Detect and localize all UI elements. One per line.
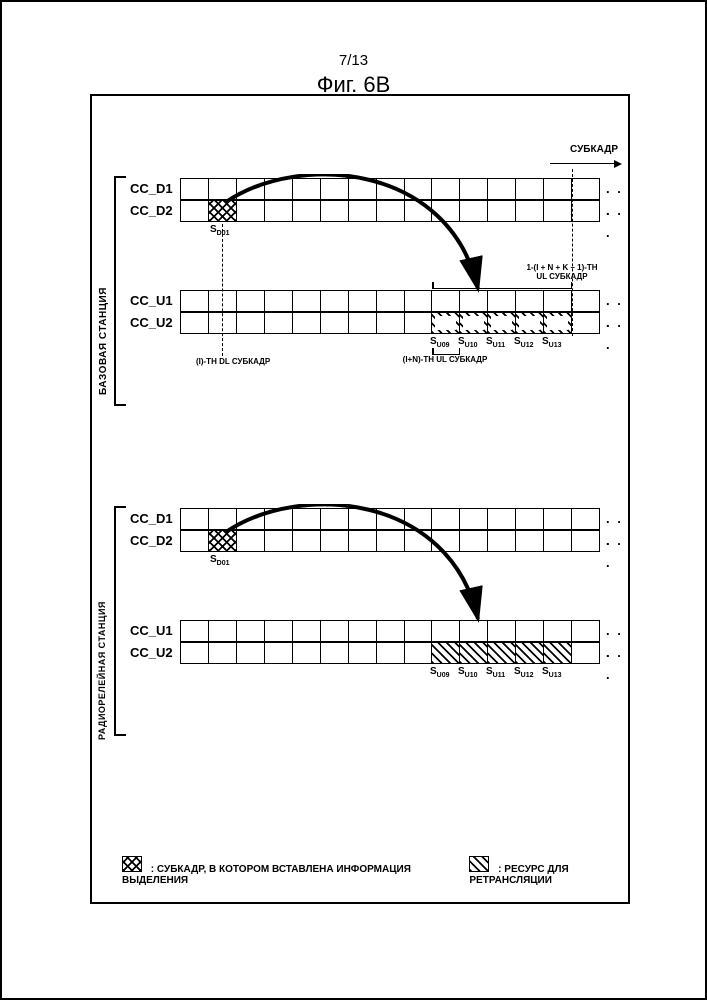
legend-item-cross: : СУБКАДР, В КОТОРОМ ВСТАВЛЕНА ИНФОРМАЦИ… [122,856,429,886]
subframe-cell [516,313,544,333]
cc-label: CC_U1 [130,290,173,312]
crosshatch-icon [122,856,142,872]
ellipsis: . . . [606,312,628,356]
subframe-cell [209,643,237,663]
page-number: 7/13 [339,52,368,69]
subframe-cell [544,643,572,663]
ellipsis: . . . [606,200,628,244]
arrow-relay [180,504,600,644]
subframe-label: SU13 [542,666,562,679]
cc-label: CC_D1 [130,508,173,530]
cc-label: CC_U2 [130,642,173,664]
ellipsis: . . . [606,642,628,686]
subframe-label: SU09 [430,666,450,679]
subframe-cell [265,643,293,663]
annotation-text: (I+N)-TH UL СУБКАДР [400,356,490,365]
subframe-cell [572,313,599,333]
subframe-cell [321,313,349,333]
page: 7/13 Фиг. 6B СУБКАДР БАЗОВАЯ СТАНЦИЯ РАД… [0,0,707,1000]
subframe-cell [460,313,488,333]
subframe-cell [321,643,349,663]
legend-item-diag: : РЕСУРС ДЛЯ РЕТРАНСЛЯЦИИ [469,856,628,886]
subframe-label: SU10 [458,336,478,349]
cc-row [180,642,600,664]
subframe-cell [181,313,209,333]
subframe-cell [377,313,405,333]
subframe-label: SU12 [514,666,534,679]
annotation-text: (I)-TH DL СУБКАДР [186,358,281,367]
subframe-cell [516,643,544,663]
brace-base [114,176,126,406]
legend-cross-text: : СУБКАДР, В КОТОРОМ ВСТАВЛЕНА ИНФОРМАЦИ… [122,864,411,886]
subframe-cell [405,643,433,663]
cc-row [180,312,600,334]
subframe-cell [432,643,460,663]
bracket [432,350,460,355]
subframe-cell [181,643,209,663]
subframe-cell [237,643,265,663]
subframe-label: SU13 [542,336,562,349]
subframe-cell [544,313,572,333]
cc-label: CC_D2 [130,200,173,222]
subframe-axis-arrow [550,163,620,164]
subframe-label: SU12 [514,336,534,349]
subframe-label: SU11 [486,336,505,349]
subframe-cell [405,313,433,333]
subframe-cell [293,313,321,333]
subframe-cell [488,643,516,663]
cc-label: CC_U1 [130,620,173,642]
subframe-axis-label: СУБКАДР [570,144,618,155]
cc-label: CC_D2 [130,530,173,552]
subframe-cell [265,313,293,333]
subframe-cell [460,643,488,663]
brace-relay [114,506,126,736]
subframe-label: SU11 [486,666,505,679]
legend: : СУБКАДР, В КОТОРОМ ВСТАВЛЕНА ИНФОРМАЦИ… [122,856,628,886]
base-station-vlabel: БАЗОВАЯ СТАНЦИЯ [98,246,109,436]
subframe-cell [237,313,265,333]
ellipsis: . . . [606,530,628,574]
arrow-base [180,174,600,314]
cc-label: CC_U2 [130,312,173,334]
subframe-label: SU10 [458,666,478,679]
figure-container: СУБКАДР БАЗОВАЯ СТАНЦИЯ РАДИОРЕЛЕЙНАЯ СТ… [90,94,630,904]
diag-icon [469,856,489,872]
subframe-cell [488,313,516,333]
subframe-cell [349,643,377,663]
subframe-cell [572,643,599,663]
cc-label: CC_D1 [130,178,173,200]
subframe-cell [377,643,405,663]
relay-station-vlabel: РАДИОРЕЛЕЙНАЯ СТАНЦИЯ [98,576,107,766]
subframe-cell [432,313,460,333]
subframe-cell [293,643,321,663]
subframe-cell [349,313,377,333]
